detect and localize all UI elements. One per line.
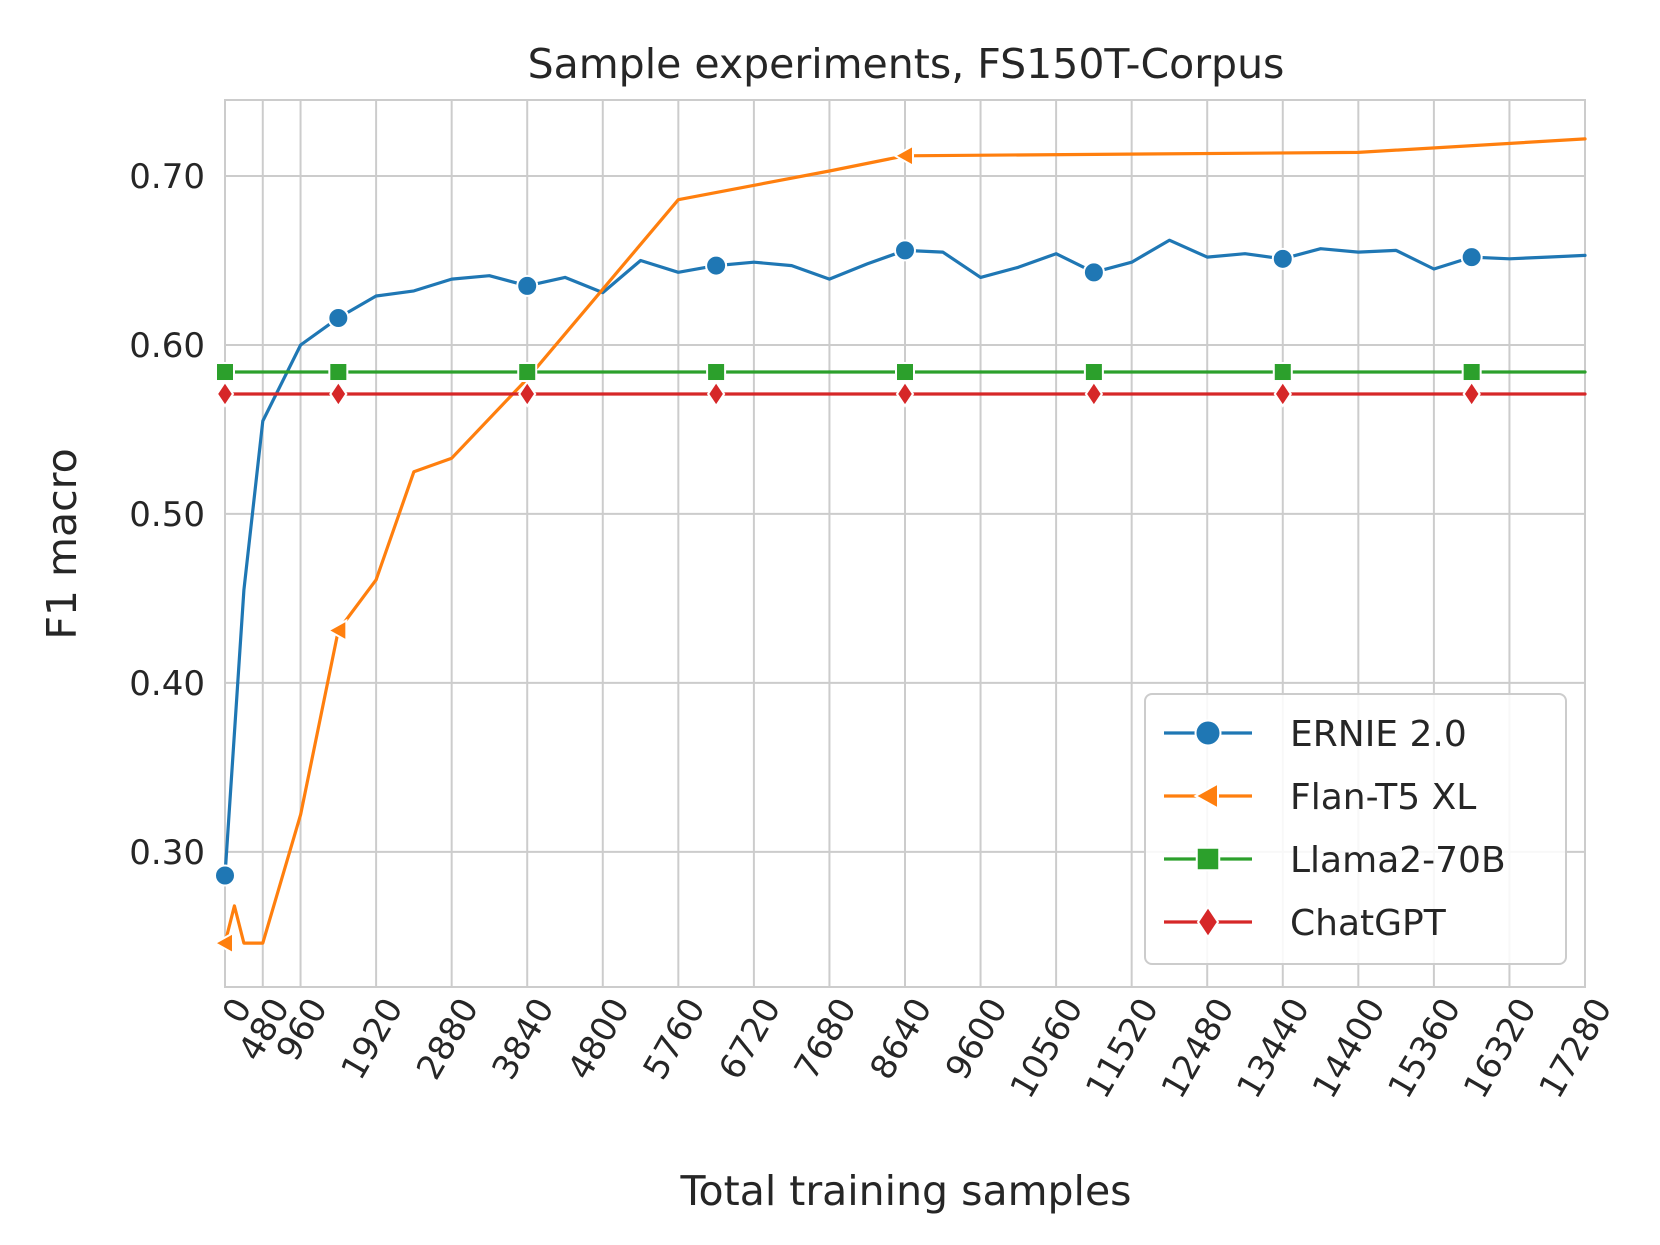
- y-tick-label: 0.50: [129, 495, 205, 535]
- legend-marker: [1195, 846, 1221, 872]
- data-point-ernie-2-0: [894, 239, 916, 262]
- data-point-ernie-2-0: [1082, 261, 1105, 284]
- legend-label: Flan-T5 XL: [1290, 777, 1476, 818]
- data-point-llama2-70b: [1272, 362, 1293, 383]
- data-point-chatgpt: [895, 380, 915, 408]
- data-point-chatgpt: [1273, 380, 1292, 408]
- series-layer: [212, 137, 1587, 955]
- data-point-flan-t5-xl: [326, 618, 348, 643]
- data-point-chatgpt: [518, 380, 537, 408]
- data-point-ernie-2-0: [1460, 246, 1483, 269]
- data-point-chatgpt: [1462, 380, 1481, 408]
- legend-entry-flan-t5-xl: Flan-T5 XL: [1164, 777, 1476, 818]
- legend-label: ChatGPT: [1290, 903, 1447, 944]
- data-point-ernie-2-0: [516, 274, 539, 297]
- legend-entry-chatgpt: ChatGPT: [1164, 903, 1447, 944]
- x-axis-label: Total training samples: [679, 1167, 1131, 1215]
- data-point-chatgpt: [1084, 380, 1104, 408]
- legend-label: ERNIE 2.0: [1290, 714, 1467, 755]
- data-point-chatgpt: [215, 380, 235, 408]
- legend-entry-ernie-2-0: ERNIE 2.0: [1164, 714, 1467, 755]
- data-point-chatgpt: [329, 380, 348, 408]
- y-tick-label: 0.30: [129, 833, 205, 873]
- legend-marker: [1193, 781, 1219, 811]
- data-point-ernie-2-0: [1271, 247, 1294, 270]
- data-point-flan-t5-xl: [212, 931, 234, 955]
- series-flan-t5-xl: [212, 137, 1587, 955]
- data-point-ernie-2-0: [705, 254, 728, 277]
- legend-box: [1144, 693, 1567, 965]
- data-point-llama2-70b: [517, 362, 538, 383]
- data-point-chatgpt: [706, 380, 726, 408]
- data-point-llama2-70b: [706, 362, 727, 383]
- series-llama2-70b: [215, 362, 1587, 383]
- legend: ERNIE 2.0 Flan-T5 XL Llama2-70B ChatGPT: [1144, 693, 1567, 965]
- data-point-llama2-70b: [895, 362, 915, 383]
- data-point-llama2-70b: [215, 362, 235, 383]
- y-tick-label: 0.60: [129, 326, 205, 366]
- data-point-llama2-70b: [328, 362, 349, 383]
- series-line-ernie-2-0: [223, 238, 1587, 878]
- y-axis-label: F1 macro: [38, 448, 86, 639]
- data-point-ernie-2-0: [327, 306, 350, 329]
- data-point-llama2-70b: [1083, 362, 1104, 383]
- legend-marker: [1196, 905, 1220, 939]
- data-point-ernie-2-0: [214, 864, 236, 887]
- chart-title: Sample experiments, FS150T-Corpus: [528, 40, 1285, 88]
- data-point-llama2-70b: [1461, 362, 1482, 383]
- legend-marker: [1194, 719, 1222, 747]
- series-ernie-2-0: [214, 238, 1587, 887]
- series-chatgpt: [215, 380, 1587, 408]
- series-line-flan-t5-xl: [223, 137, 1587, 945]
- plot-frame: [224, 99, 1586, 988]
- y-tick-label: 0.70: [129, 157, 205, 197]
- y-tick-label: 0.40: [129, 664, 205, 704]
- legend-entry-llama2-70b: Llama2-70B: [1164, 840, 1506, 881]
- data-point-flan-t5-xl: [892, 144, 914, 168]
- legend-label: Llama2-70B: [1290, 840, 1506, 881]
